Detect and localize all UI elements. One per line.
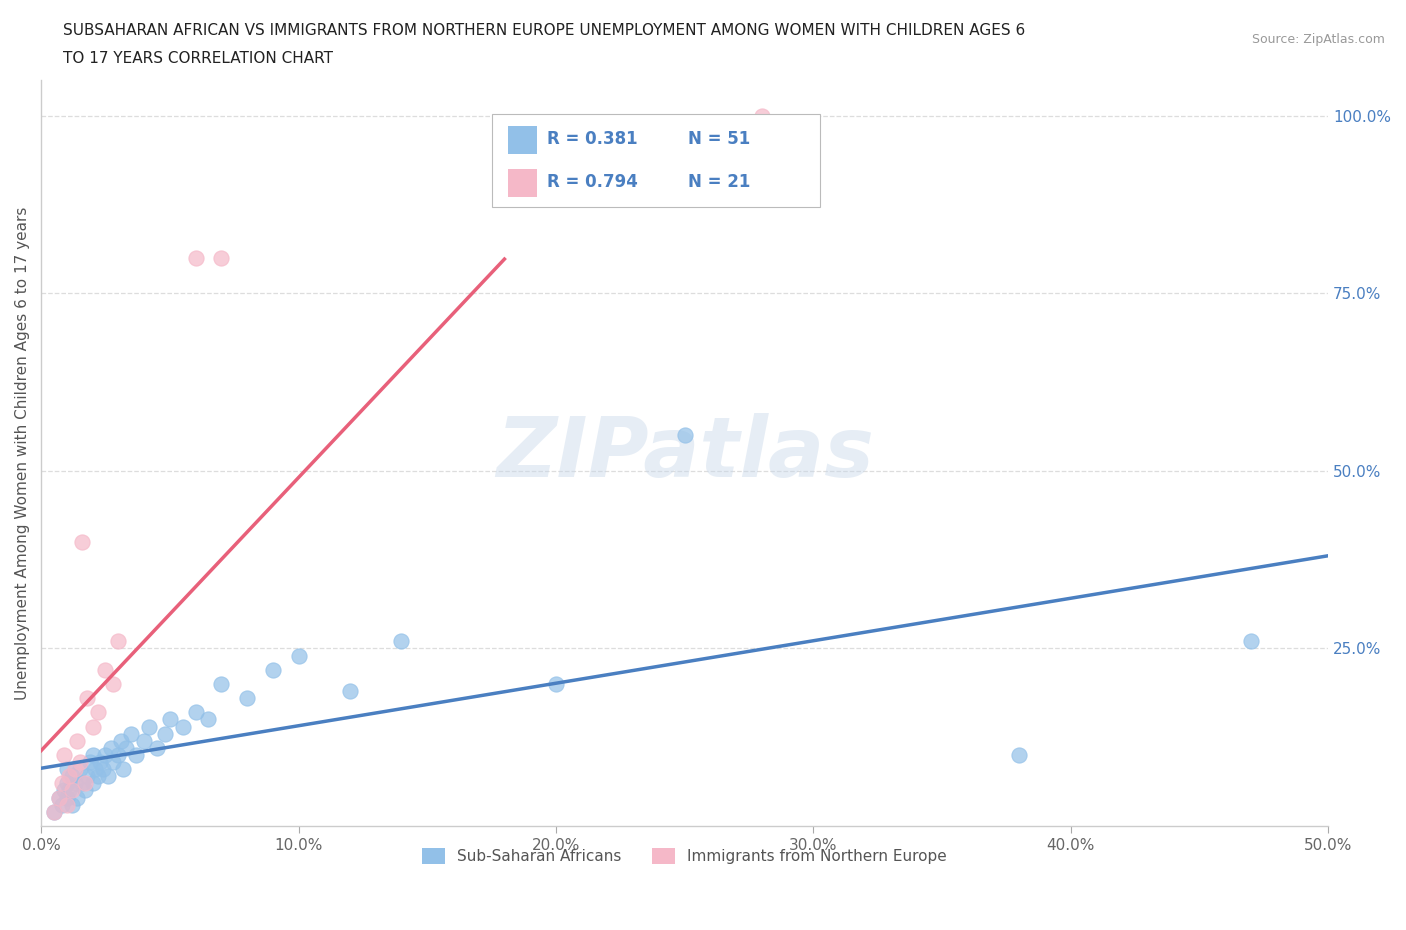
Text: N = 51: N = 51 [689, 130, 751, 149]
Point [1008, 748, 1031, 763]
Point [82, 719, 104, 734]
Text: SUBSAHARAN AFRICAN VS IMMIGRANTS FROM NORTHERN EUROPE UNEMPLOYMENT AMONG WOMEN W: SUBSAHARAN AFRICAN VS IMMIGRANTS FROM NO… [63, 23, 1025, 38]
Point [56, 776, 79, 790]
Point [100, 740, 122, 755]
Point [110, 734, 132, 749]
Point [76, 691, 98, 706]
Point [544, 676, 567, 691]
Point [60, 797, 83, 812]
Point [1240, 634, 1263, 649]
Point [51, 797, 73, 812]
Y-axis label: Unemployment Among Women with Children Ages 6 to 17 years: Unemployment Among Women with Children A… [15, 206, 30, 699]
Text: TO 17 YEARS CORRELATION CHART: TO 17 YEARS CORRELATION CHART [63, 51, 333, 66]
Point [48, 790, 70, 805]
Point [125, 748, 148, 763]
Point [79, 754, 101, 769]
FancyBboxPatch shape [509, 169, 537, 197]
Point [73, 776, 96, 790]
Point [287, 648, 309, 663]
Point [66, 734, 89, 749]
Point [209, 676, 232, 691]
Point [172, 719, 194, 734]
Point [87, 769, 110, 784]
Point [197, 712, 219, 727]
Point [339, 684, 361, 698]
Point [53, 748, 76, 763]
Point [91, 762, 114, 777]
Point [56, 762, 79, 777]
Point [391, 634, 413, 649]
Point [94, 748, 117, 763]
Point [58, 769, 80, 784]
Point [97, 769, 120, 784]
Text: N = 21: N = 21 [689, 173, 751, 192]
Point [72, 776, 94, 790]
Point [56, 797, 79, 812]
Point [184, 705, 207, 720]
Point [51, 776, 73, 790]
Point [87, 705, 110, 720]
Point [63, 762, 86, 777]
Text: R = 0.794: R = 0.794 [547, 173, 638, 192]
Point [42, 804, 65, 819]
Point [159, 712, 181, 727]
Point [236, 691, 259, 706]
Point [89, 754, 111, 769]
Point [82, 776, 104, 790]
Legend: Sub-Saharan Africans, Immigrants from Northern Europe: Sub-Saharan Africans, Immigrants from No… [416, 843, 953, 870]
Point [63, 776, 86, 790]
Point [82, 748, 104, 763]
Point [56, 790, 79, 805]
FancyBboxPatch shape [492, 113, 820, 206]
Point [72, 535, 94, 550]
Point [66, 790, 89, 805]
Point [146, 740, 169, 755]
Point [42, 804, 65, 819]
Point [94, 662, 117, 677]
Point [107, 634, 129, 649]
Point [103, 676, 125, 691]
Point [103, 754, 125, 769]
Point [120, 726, 142, 741]
Point [60, 783, 83, 798]
Point [751, 108, 773, 123]
Text: Source: ZipAtlas.com: Source: ZipAtlas.com [1251, 33, 1385, 46]
FancyBboxPatch shape [509, 126, 537, 154]
Point [69, 754, 91, 769]
Point [58, 783, 80, 798]
Point [107, 748, 129, 763]
Point [48, 790, 70, 805]
Point [673, 428, 696, 443]
Point [112, 762, 135, 777]
Point [115, 740, 138, 755]
Point [153, 726, 176, 741]
Text: ZIPatlas: ZIPatlas [496, 413, 873, 494]
Point [76, 769, 98, 784]
Point [84, 762, 107, 777]
Point [138, 719, 160, 734]
Point [53, 783, 76, 798]
Point [69, 762, 91, 777]
Point [132, 734, 155, 749]
Point [262, 662, 284, 677]
Point [209, 250, 232, 265]
Point [73, 783, 96, 798]
Point [60, 769, 83, 784]
Point [184, 250, 207, 265]
Text: R = 0.381: R = 0.381 [547, 130, 637, 149]
